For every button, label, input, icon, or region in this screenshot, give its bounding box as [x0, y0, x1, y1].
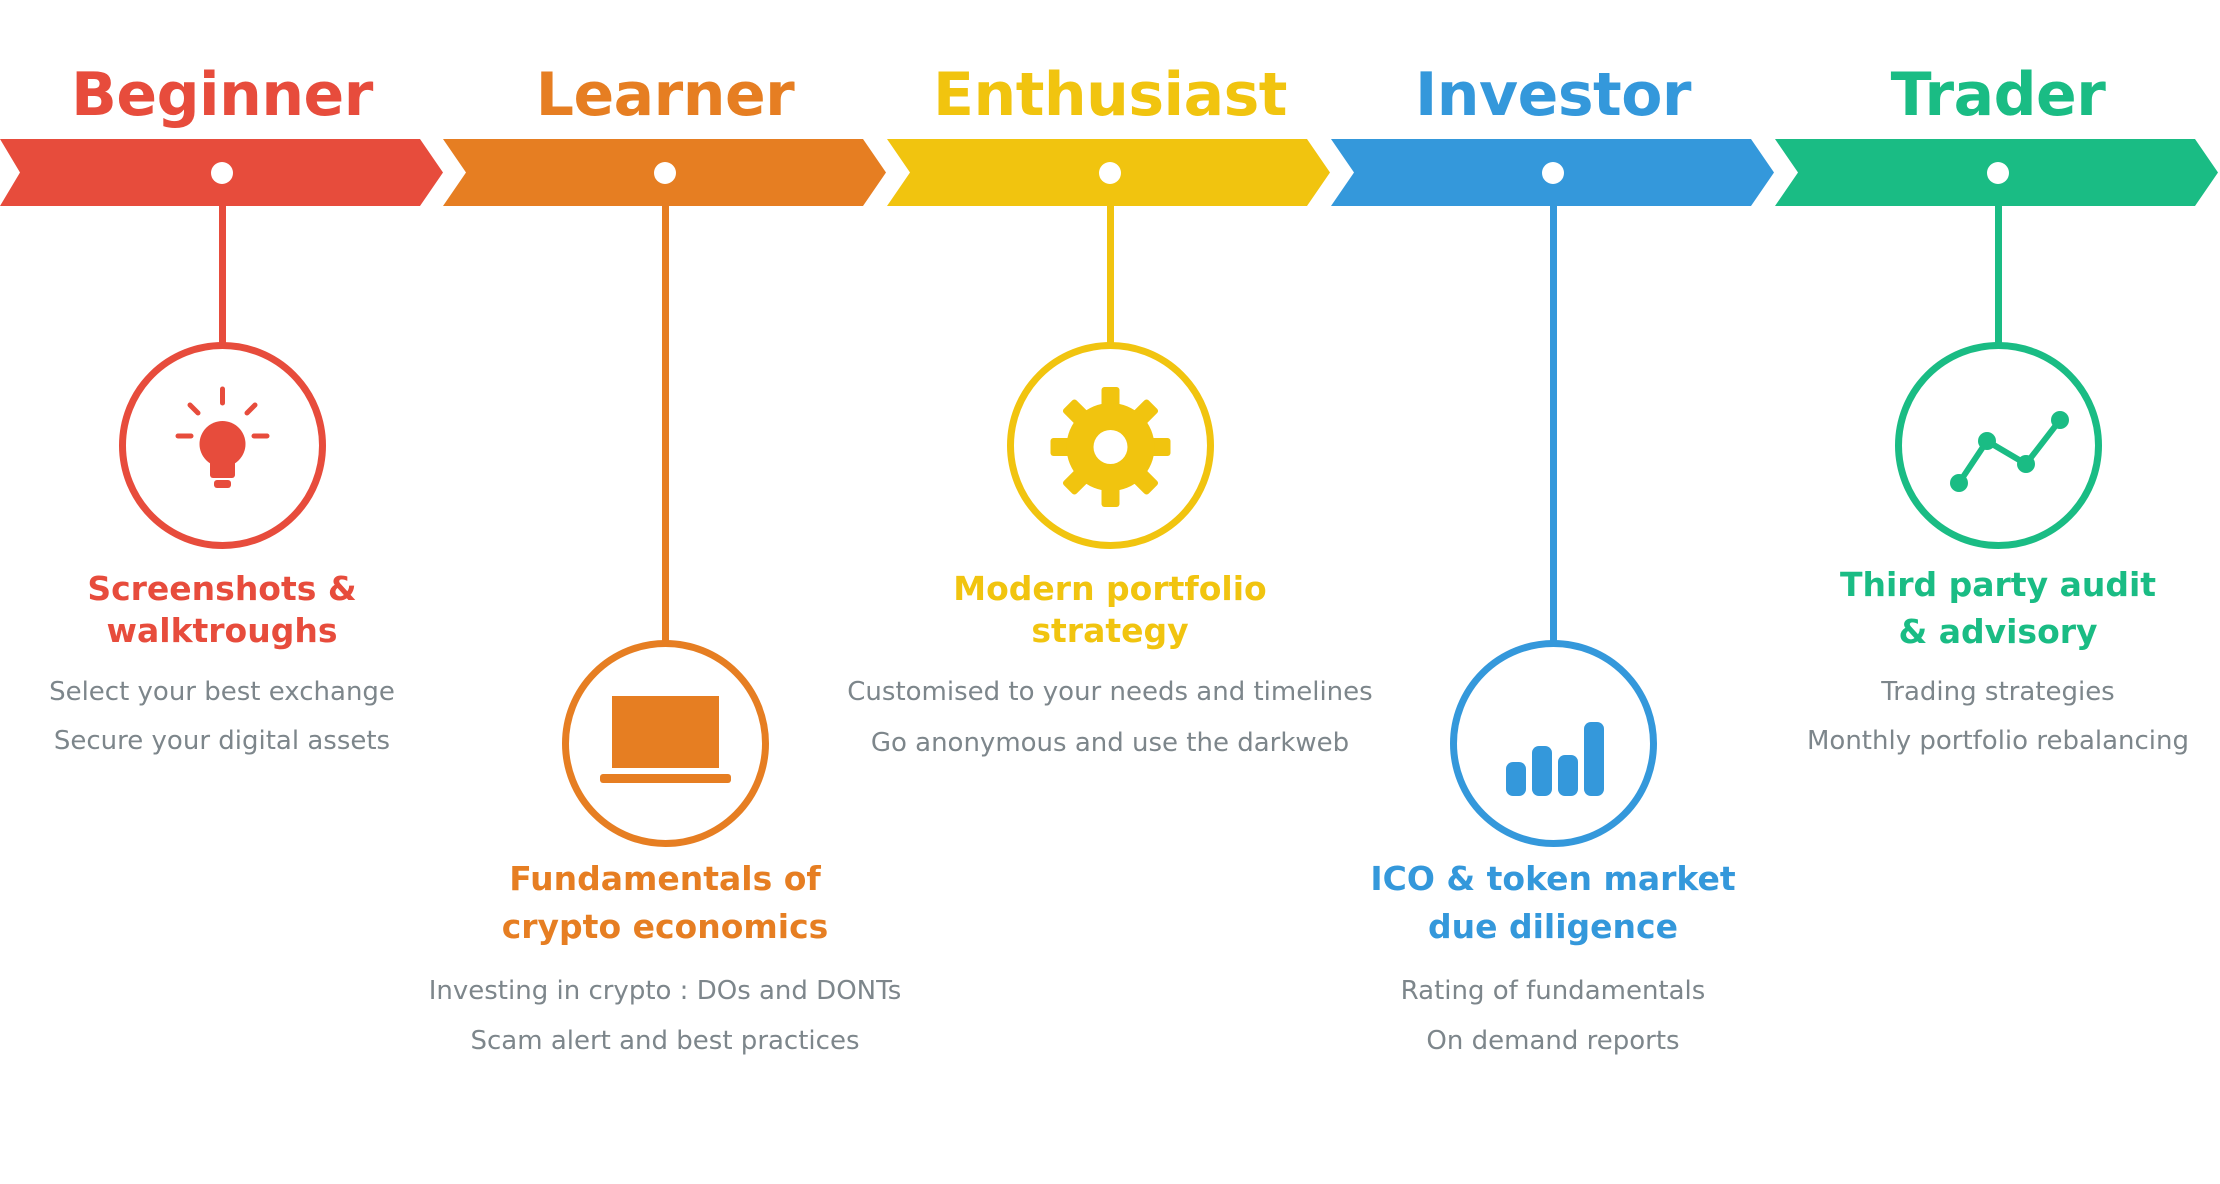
timeline-node-enthusiast — [1099, 162, 1121, 184]
detail-trader-1: Trading strategies — [1881, 677, 2115, 707]
feature-line1: Fundamentals of — [509, 859, 821, 898]
detail-enthusiast-1: Customised to your needs and timelines — [847, 677, 1373, 707]
feature-line1: Third party audit — [1839, 565, 2157, 604]
stage-title-learner: Learner — [535, 60, 795, 130]
timeline-node-learner — [654, 162, 676, 184]
feature-line2: walktroughs — [106, 611, 338, 650]
connector-line-enthusiast — [1107, 190, 1114, 350]
line-chart-icon — [1950, 411, 2069, 492]
connector-line-trader — [1995, 190, 2002, 350]
feature-title-trader: Third party audit & advisory — [1768, 562, 2220, 654]
icon-badge-trader — [1895, 342, 2102, 549]
icon-badge-investor — [1450, 640, 1657, 847]
icon-badge-enthusiast — [1007, 342, 1214, 549]
lightbulb-icon — [175, 386, 270, 488]
timeline-node-beginner — [211, 162, 233, 184]
feature-title-enthusiast: Modern portfolio strategy — [860, 566, 1360, 653]
feature-title-investor: ICO & token market due diligence — [1313, 856, 1793, 949]
detail-beginner-2: Secure your digital assets — [53, 726, 391, 756]
detail-investor-2: On demand reports — [1426, 1026, 1680, 1056]
connector-line-beginner — [219, 190, 226, 350]
stage-title-trader: Trader — [1890, 60, 2106, 130]
feature-line2: due diligence — [1428, 907, 1678, 946]
feature-line2: & advisory — [1898, 612, 2098, 651]
stage-title-enthusiast: Enthusiast — [933, 60, 1287, 130]
detail-enthusiast-2: Go anonymous and use the darkweb — [870, 728, 1350, 758]
feature-line1: ICO & token market — [1370, 859, 1736, 898]
stage-title-investor: Investor — [1414, 60, 1692, 130]
stage-title-beginner: Beginner — [71, 60, 373, 130]
detail-learner-2: Scam alert and best practices — [470, 1026, 860, 1056]
detail-beginner-1: Select your best exchange — [49, 677, 395, 707]
connector-line-investor — [1550, 190, 1557, 650]
feature-title-learner: Fundamentals of crypto economics — [425, 856, 905, 949]
connector-line-learner — [662, 190, 669, 650]
feature-line2: strategy — [1031, 611, 1189, 650]
icon-badge-learner — [562, 640, 769, 847]
detail-investor-1: Rating of fundamentals — [1400, 976, 1706, 1006]
feature-line2: crypto economics — [501, 907, 829, 946]
detail-learner-1: Investing in crypto : DOs and DONTs — [428, 976, 902, 1006]
timeline-node-trader — [1987, 162, 2009, 184]
laptop-icon — [600, 696, 731, 783]
icon-badge-beginner — [119, 342, 326, 549]
timeline-node-investor — [1542, 162, 1564, 184]
detail-trader-2: Monthly portfolio rebalancing — [1806, 726, 2190, 756]
feature-title-beginner: Screenshots & walktroughs — [12, 566, 432, 653]
feature-line1: Screenshots & — [87, 569, 357, 608]
feature-line1: Modern portfolio — [953, 569, 1267, 608]
gear-icon — [1050, 387, 1171, 507]
bar-chart-icon — [1506, 722, 1604, 796]
